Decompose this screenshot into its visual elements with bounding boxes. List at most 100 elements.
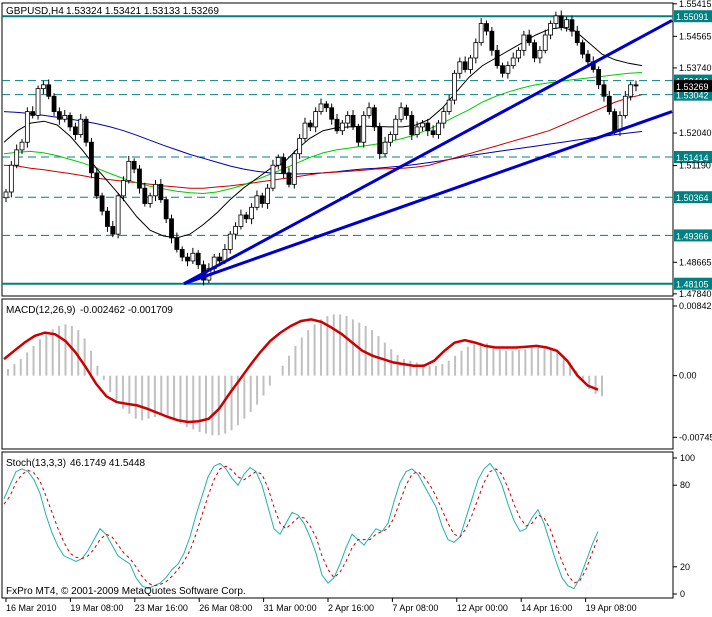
candle-body (249, 206, 254, 220)
macd-panel: 0.00842 0.00 -0.00745 MACD(12,26,9) -0.002… (1, 298, 712, 450)
time-tick-label: 23 Mar 16:00 (135, 603, 188, 613)
price-tick-label: 1.48665 (679, 257, 712, 267)
candle-body (281, 157, 287, 174)
candle-body (494, 49, 500, 67)
candle-body (526, 34, 532, 44)
level-price-label: 1.49366 (676, 231, 709, 241)
candle-body (404, 107, 409, 116)
candle-body (3, 191, 9, 199)
candle-body (30, 111, 36, 116)
candle-body (73, 126, 78, 135)
price-tick-label: 1.47840 (679, 289, 712, 299)
candle-body (169, 218, 174, 239)
candle-body (430, 130, 436, 135)
candle-body (297, 137, 303, 155)
candle-body (307, 122, 313, 128)
current-price-box (674, 79, 712, 92)
candle-body (14, 149, 20, 166)
time-tick-label: 26 Mar 08:00 (199, 603, 252, 613)
stochastic-tick-label: 20 (680, 562, 690, 572)
candle-body (174, 237, 180, 250)
stochastic-title: Stoch(13,3,3) (6, 458, 66, 469)
price-axis: 1.550911.534101.530421.514141.503641.493… (673, 0, 712, 299)
price-tick-label: 1.53740 (679, 63, 712, 73)
candle-body (596, 69, 602, 86)
candle-body (361, 115, 367, 143)
time-tick-label: 19 Apr 08:00 (586, 603, 637, 613)
candle-body (366, 107, 372, 116)
candle-body (446, 99, 452, 112)
level-price-label: 1.55091 (676, 12, 709, 22)
macd-signal-polyline (3, 318, 599, 424)
candle-body (105, 210, 110, 227)
candle-body (457, 61, 463, 74)
candle-body (259, 195, 265, 204)
candle-body (377, 126, 383, 155)
candles (3, 10, 639, 286)
level-price-box (674, 151, 712, 164)
price-panel: 1.550911.534101.530421.514141.503641.493… (1, 0, 712, 299)
candle-body (500, 65, 505, 74)
candle-body (19, 141, 25, 151)
candle-body (35, 88, 41, 116)
candle-body (505, 65, 511, 74)
candle-body (452, 72, 457, 101)
price-tick-label: 1.52040 (679, 128, 712, 138)
candle-body (190, 252, 196, 262)
candle-body (89, 141, 94, 174)
candle-body (521, 34, 527, 51)
candle-body (291, 153, 297, 185)
level-price-label: 1.51414 (676, 153, 709, 163)
time-tick-label: 31 Mar 00:00 (264, 603, 317, 613)
candle-body (382, 141, 388, 155)
stochastic-panel: 100 80 20 0 Stoch(13,3,3) 46.1749 41.5448 F… (1, 451, 695, 599)
candle-body (414, 126, 420, 135)
candle-body (388, 134, 393, 143)
candle-body (425, 122, 431, 132)
stochastic-values: 46.1749 41.5448 (70, 458, 146, 469)
ma-black-line (3, 26, 643, 239)
candle-body (574, 30, 580, 44)
price-tick-label: 1.51190 (679, 161, 711, 171)
level-price-box (674, 191, 712, 204)
candle-body (548, 23, 553, 36)
candle-body (179, 249, 185, 258)
candle-body (131, 160, 137, 170)
macd-values: -0.002462 -0.001709 (80, 305, 173, 316)
candle-body (601, 84, 607, 97)
candle-body (163, 199, 169, 220)
candle-body (564, 19, 569, 28)
macd-tick-label: -0.00745 (679, 432, 712, 442)
candle-body (56, 111, 62, 120)
candle-body (585, 53, 591, 63)
candle-body (420, 122, 425, 128)
candle-body (147, 195, 153, 204)
candle-body (142, 187, 148, 204)
trendline-2 (183, 110, 673, 286)
candle-body (569, 19, 575, 32)
candle-body (94, 172, 100, 197)
time-tick-label: 2 Apr 16:00 (328, 603, 374, 613)
candle-body (473, 42, 479, 59)
macd-title: MACD(12,26,9) (6, 305, 75, 316)
candle-body (195, 252, 201, 266)
candle-body (286, 172, 292, 185)
time-tick-label: 19 Mar 08:00 (70, 603, 123, 613)
time-axis: 16 Mar 2010 19 Mar 08:00 23 Mar 16:00 26 Ma… (5, 598, 637, 613)
candle-body (462, 61, 468, 70)
candle-body (126, 160, 132, 181)
candle-body (275, 157, 281, 166)
candle-body (46, 84, 52, 97)
candle-body (345, 115, 351, 124)
ohlc-label: 1.53324 1.53421 1.53133 1.53269 (66, 6, 219, 17)
stochastic-tick-label: 0 (680, 589, 685, 599)
candle-body (217, 256, 222, 262)
stochastic-main-line (3, 462, 599, 590)
candle-body (558, 15, 564, 28)
candle-body (313, 111, 319, 128)
candle-body (484, 23, 489, 32)
candle-body (24, 111, 30, 143)
price-panel-frame (1, 2, 674, 297)
stochastic-panel-frame (1, 451, 674, 599)
price-tick-label: 1.54565 (679, 31, 712, 41)
